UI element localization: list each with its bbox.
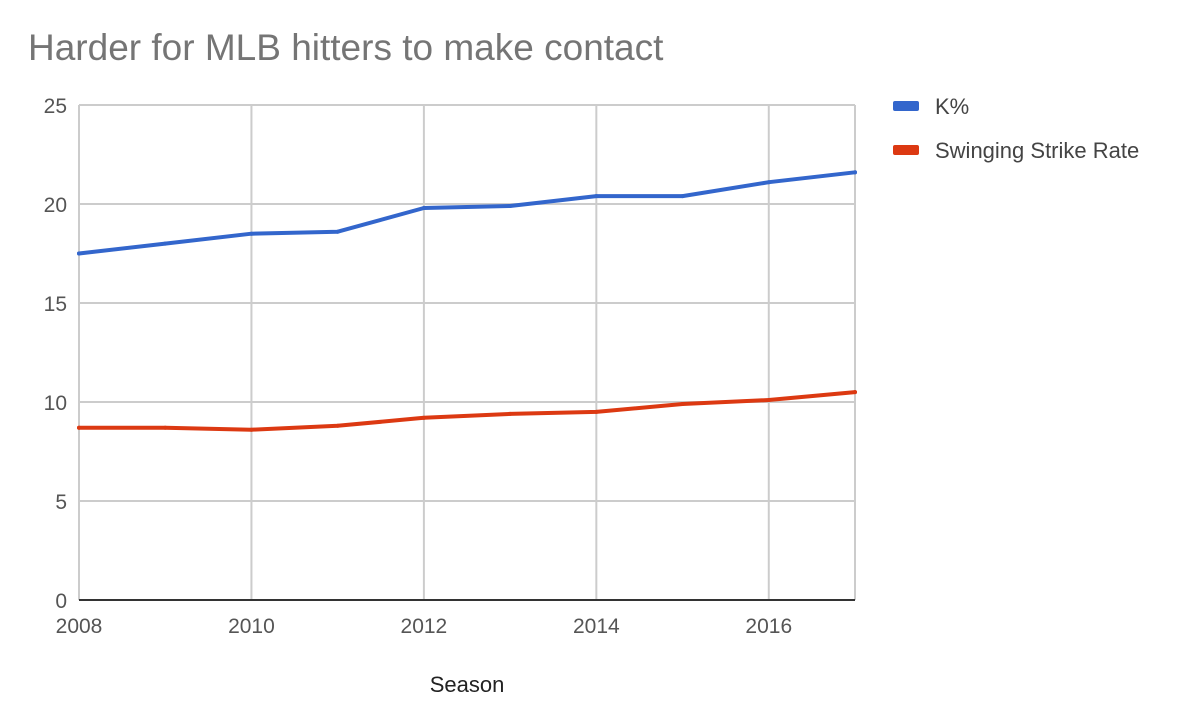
data-point [766, 180, 771, 185]
y-tick-label: 15 [44, 293, 67, 316]
series-line [77, 390, 857, 432]
legend-label: Swinging Strike Rate [935, 138, 1139, 163]
data-point [249, 427, 254, 432]
legend-swatch [893, 145, 919, 155]
series-line [77, 170, 857, 256]
gridlines [78, 104, 856, 600]
data-point [766, 398, 771, 403]
y-tick-label: 25 [44, 95, 67, 118]
y-tick-label: 5 [55, 491, 67, 514]
data-point [508, 411, 513, 416]
y-tick-label: 10 [44, 392, 67, 415]
y-tick-label: 20 [44, 194, 67, 217]
x-tick-label: 2008 [56, 615, 103, 638]
y-tick-label: 0 [55, 590, 67, 613]
data-point [77, 425, 81, 430]
data-point [249, 231, 254, 236]
data-point [421, 415, 426, 420]
x-tick-label: 2014 [573, 615, 620, 638]
legend-swatch [893, 101, 919, 111]
data-point [853, 170, 857, 175]
data-point [335, 229, 340, 234]
data-point [680, 401, 685, 406]
legend: K% Swinging Strike Rate [893, 94, 1139, 163]
data-point [335, 423, 340, 428]
legend-label: K% [935, 94, 969, 119]
x-tick-label: 2016 [745, 615, 792, 638]
series-lines [77, 170, 857, 432]
data-point [594, 409, 599, 414]
chart-title: Harder for MLB hitters to make contact [28, 27, 664, 68]
data-point [163, 241, 168, 246]
data-point [163, 425, 168, 430]
x-tick-label: 2010 [228, 615, 275, 638]
data-point [421, 205, 426, 210]
x-tick-label: 2012 [401, 615, 448, 638]
data-point [508, 203, 513, 208]
x-axis-title: Season [430, 672, 505, 697]
data-point [594, 194, 599, 199]
data-point [680, 194, 685, 199]
axes: 0 5 10 15 20 25 2008 2010 2012 2014 2016 [44, 95, 855, 638]
data-point [77, 251, 81, 256]
data-point [853, 390, 857, 395]
